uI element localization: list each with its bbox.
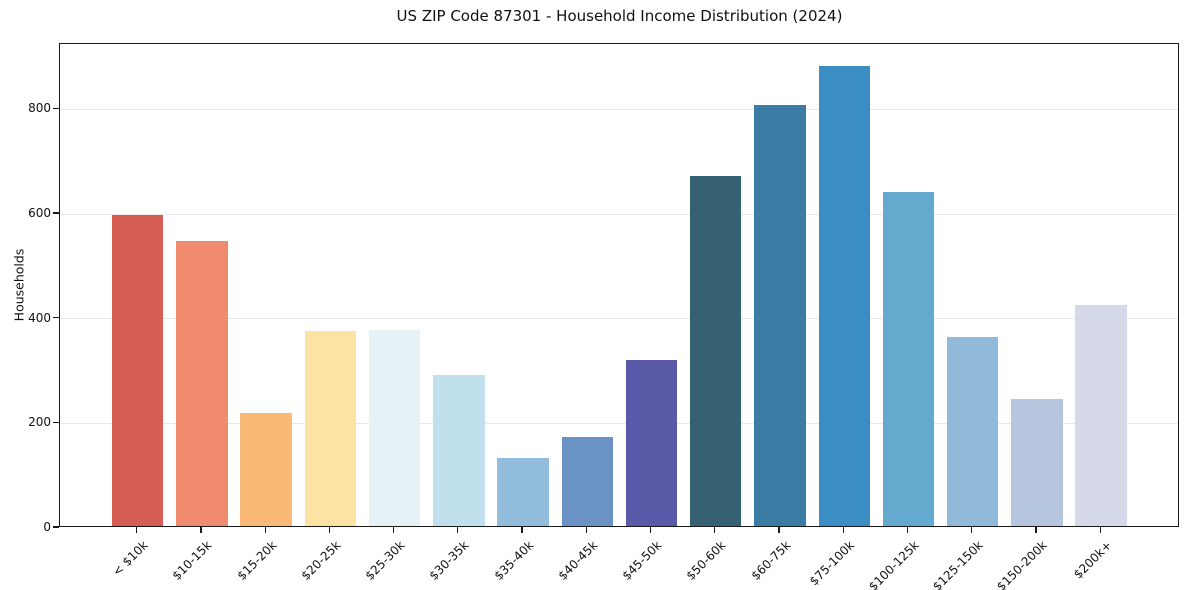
x-tick-label-$30-35k: $30-35k xyxy=(426,538,472,583)
x-tick-mark-$25-30k xyxy=(393,527,395,533)
x-tick-label-$150-200k: $150-200k xyxy=(994,538,1050,590)
x-tick-label-$100-125k: $100-125k xyxy=(865,538,922,590)
y-tick-label-200: 200 xyxy=(28,415,51,430)
x-tick-label-$200k+: $200k+ xyxy=(1070,538,1115,582)
bar-$100-125k xyxy=(882,192,935,526)
x-tick-label-$40-45k: $40-45k xyxy=(555,538,601,583)
y-tick-mark-200 xyxy=(53,421,59,423)
y-tick-label-0: 0 xyxy=(43,520,51,534)
gridline-y-800 xyxy=(60,108,1178,110)
bar-$75-100k xyxy=(818,66,870,526)
y-tick-label-600: 600 xyxy=(28,206,51,221)
bar-$30-35k xyxy=(433,375,485,526)
x-tick-label-$15-20k: $15-20k xyxy=(234,538,280,583)
x-tick-label-$25-30k: $25-30k xyxy=(362,538,408,583)
y-tick-mark-0 xyxy=(53,526,59,528)
y-tick-mark-600 xyxy=(53,212,59,214)
x-tick-label-$50-60k: $50-60k xyxy=(683,538,729,583)
x-tick-mark-$100-125k xyxy=(906,527,909,533)
bar-$50-60k xyxy=(690,176,742,526)
x-tick-label-< $10k: < $10k xyxy=(109,538,151,579)
bar-$200k+ xyxy=(1075,304,1127,526)
y-tick-label-800: 800 xyxy=(28,101,51,116)
plot-area xyxy=(59,43,1179,527)
x-tick-mark-$40-45k xyxy=(585,527,587,533)
bar-$150-200k xyxy=(1011,399,1063,526)
gridline-y-600 xyxy=(60,213,1178,215)
x-tick-label-$125-150k: $125-150k xyxy=(929,538,986,590)
x-tick-mark-$200k+ xyxy=(1099,527,1101,533)
x-tick-mark-$75-100k xyxy=(842,527,844,533)
bar-$10-15k xyxy=(176,240,228,526)
x-tick-mark-$45-50k xyxy=(649,527,652,533)
x-tick-label-$10-15k: $10-15k xyxy=(169,538,215,583)
x-tick-mark-$50-60k xyxy=(714,527,716,533)
x-tick-label-$35-40k: $35-40k xyxy=(491,538,536,583)
x-tick-mark-$35-40k xyxy=(521,527,523,533)
x-tick-mark-$15-20k xyxy=(264,527,266,533)
bar-< $10k xyxy=(112,214,164,526)
bar-$125-150k xyxy=(946,336,999,526)
x-tick-mark-$10-15k xyxy=(200,527,202,533)
x-tick-label-$75-100k: $75-100k xyxy=(806,538,858,589)
x-tick-mark-$30-35k xyxy=(457,527,459,533)
x-tick-label-$20-25k: $20-25k xyxy=(298,538,344,583)
gridline-y-400 xyxy=(60,318,1178,320)
chart-title: US ZIP Code 87301 - Household Income Dis… xyxy=(396,7,843,25)
bar-$60-75k xyxy=(754,104,806,526)
x-tick-mark-$60-75k xyxy=(778,527,780,533)
bar-$35-40k xyxy=(497,457,549,526)
y-tick-mark-800 xyxy=(53,107,59,109)
bar-$25-30k xyxy=(368,330,421,526)
x-tick-label-$45-50k: $45-50k xyxy=(619,538,665,583)
x-tick-mark-$20-25k xyxy=(328,527,330,533)
bar-$20-25k xyxy=(304,331,357,526)
x-tick-label-$60-75k: $60-75k xyxy=(748,538,793,583)
x-tick-mark-$150-200k xyxy=(1035,527,1037,533)
bar-$40-45k xyxy=(561,437,613,526)
bar-$45-50k xyxy=(625,359,678,526)
gridline-y-200 xyxy=(60,422,1178,424)
x-tick-mark-< $10k xyxy=(136,527,138,533)
bar-$15-20k xyxy=(240,412,292,526)
x-tick-mark-$125-150k xyxy=(971,527,973,533)
y-tick-mark-400 xyxy=(53,317,59,319)
y-tick-label-400: 400 xyxy=(28,310,51,325)
